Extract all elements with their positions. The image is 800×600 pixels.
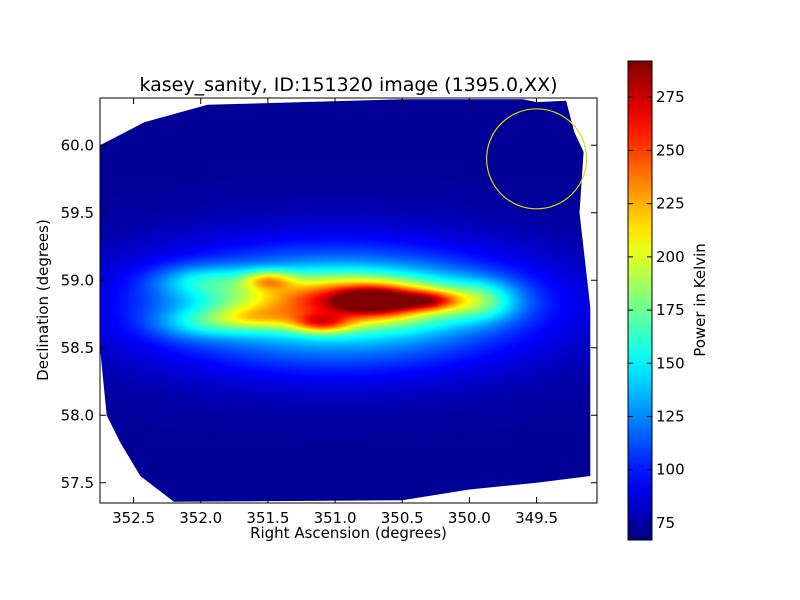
colorbar-tick-label: 150 [656,354,685,372]
colorbar-tick-label: 75 [656,514,675,532]
colorbar-tick-label: 175 [656,301,685,319]
plot-area [100,99,591,502]
colorbar-tick-label: 275 [656,88,685,106]
colorbar-label: Power in Kelvin [691,243,709,357]
x-tick-label: 352.0 [179,509,222,527]
chart-title: kasey_sanity, ID:151320 image (1395.0,XX… [139,74,557,96]
y-axis: 57.5 58.0 58.5 59.0 59.5 60.0 [61,136,597,492]
x-tick-label: 351.5 [246,509,289,527]
axes-frame [99,97,598,504]
colorbar-tick-label: 200 [656,248,685,266]
overlay-circle [485,108,588,210]
x-tick-label: 350.5 [381,509,424,527]
colorbar-tick-label: 100 [656,461,685,479]
y-tick-label: 59.0 [61,271,94,289]
x-tick-label: 350.0 [448,509,491,527]
x-tick-label: 351.0 [314,509,357,527]
heatmap-image [100,99,591,502]
x-axis-label: Right Ascension (degrees) [250,524,447,542]
y-axis-label: Declination (degrees) [34,219,52,381]
y-tick-label: 59.5 [61,204,94,222]
x-tick-label: 349.5 [515,509,558,527]
x-tick-label: 352.5 [112,509,155,527]
x-axis: 352.5 352.0 351.5 351.0 350.5 350.0 349.5 [112,98,558,527]
y-tick-label: 58.0 [61,406,94,424]
colorbar-tick-label: 125 [656,408,685,426]
colorbar: 75 100 125 150 175 200 225 250 275 Power in Kelv… [627,60,709,541]
colorbar-gradient [627,60,653,541]
colorbar-ticks: 75 100 125 150 175 200 225 250 275 [628,88,685,532]
colorbar-tick-label: 225 [656,195,685,213]
y-tick-label: 58.5 [61,339,94,357]
colorbar-tick-label: 250 [656,141,685,159]
y-tick-label: 60.0 [61,136,94,154]
heatmap [100,99,591,502]
y-tick-label: 57.5 [61,474,94,492]
